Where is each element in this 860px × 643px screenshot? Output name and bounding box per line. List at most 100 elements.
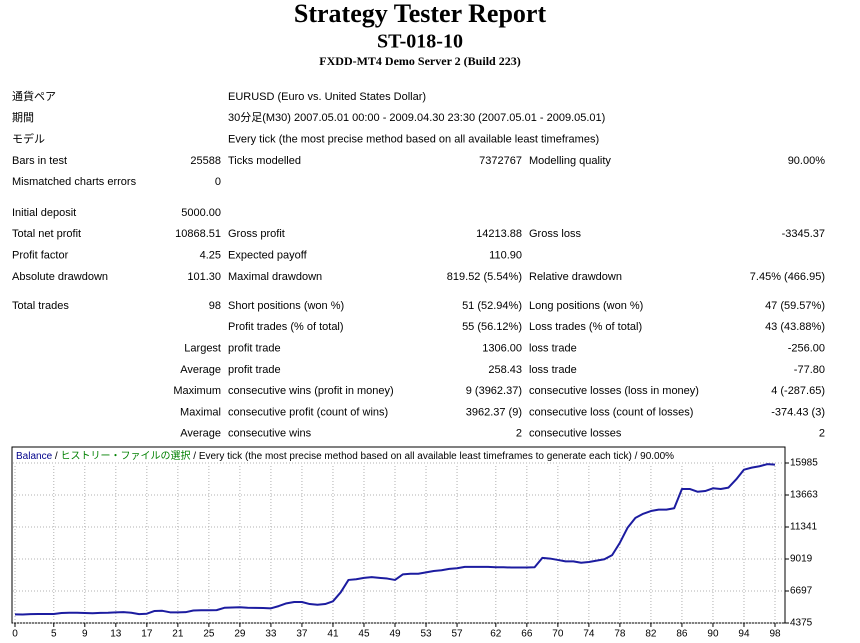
x-tick-label: 29 [234,629,246,640]
x-tick-label: 70 [552,629,564,640]
report-cell: 7372767 [479,155,522,167]
y-tick-label: 15985 [790,458,818,469]
report-cell: 101.30 [187,271,221,283]
report-cell: モデル [12,132,45,146]
x-tick-label: 49 [389,629,401,640]
x-tick-label: 5 [51,629,57,640]
report-cell: 9 (3962.37) [466,385,522,397]
report-cell: Initial deposit [12,207,76,219]
x-tick-label: 37 [296,629,308,640]
legend-part: / Every tick (the most precise method ba… [190,451,674,462]
report-cell: Gross loss [529,228,581,240]
y-tick-label: 9019 [790,554,813,565]
report-cell: Every tick (the most precise method base… [228,134,599,146]
report-cell: 0 [215,176,221,188]
report-cell: 期間 [12,111,34,124]
report-cell: 43 (43.88%) [765,321,825,333]
report-cell: consecutive profit (count of wins) [228,406,388,418]
report-cell: Total net profit [12,228,81,240]
report-cell: Total trades [12,300,69,312]
report-cell: 258.43 [488,364,522,376]
report-cell: Gross profit [228,228,285,240]
report-cell: Average [180,364,221,376]
report-cell: 通貨ペア [12,89,56,103]
report-cell: loss trade [529,343,577,355]
x-tick-label: 9 [82,629,88,640]
x-tick-label: 62 [490,629,502,640]
report-cell: 819.52 (5.54%) [447,271,522,283]
report-cell: -256.00 [788,343,825,355]
x-tick-label: 98 [769,629,781,640]
report-cell: 10868.51 [175,228,221,240]
report-cell: 98 [209,300,221,312]
report-cell: Largest [184,343,221,355]
x-tick-label: 90 [707,629,719,640]
legend-part: ヒストリー・ファイルの選択 [60,449,190,462]
report-cell: 14213.88 [476,228,522,240]
y-tick-label: 13663 [790,490,818,501]
report-cell: EURUSD (Euro vs. United States Dollar) [228,91,426,103]
report-cell: -374.43 (3) [771,406,825,418]
report-cell: -77.80 [794,364,825,376]
report-cell: 110.90 [489,250,522,262]
chart-legend: Balance / ヒストリー・ファイルの選択 / Every tick (th… [16,449,674,462]
report-cell: 1306.00 [482,343,522,355]
x-tick-label: 74 [583,629,595,640]
report-cell: Ticks modelled [228,155,301,167]
x-tick-label: 0 [12,629,18,640]
report-cell: Loss trades (% of total) [529,321,642,333]
report-cell: Maximal [180,406,221,418]
x-tick-label: 41 [327,629,339,640]
report-cell: Maximal drawdown [228,271,322,283]
report-cell: 5000.00 [181,207,221,219]
x-tick-label: 21 [172,629,184,640]
report-cell: 55 (56.12%) [462,321,522,333]
report-cell: Average [180,428,221,440]
report-cell: consecutive loss (count of losses) [529,406,693,418]
report-cell: Relative drawdown [529,271,622,283]
y-tick-label: 4375 [790,618,813,629]
x-tick-label: 78 [614,629,626,640]
report-cell: profit trade [228,343,281,355]
report-cell: 4.25 [200,250,221,262]
x-tick-label: 86 [676,629,688,640]
report-cell: 7.45% (466.95) [750,271,825,283]
x-tick-label: 57 [451,629,463,640]
report-cell: consecutive wins [228,428,312,440]
report-cell: Maximum [173,385,221,397]
x-tick-label: 82 [645,629,657,640]
report-cell: Profit factor [12,250,69,262]
report-cell: profit trade [228,364,281,376]
report-cell: 90.00% [788,155,826,167]
report-title: Strategy Tester Report [294,0,547,28]
report-cell: 47 (59.57%) [765,300,825,312]
y-tick-label: 11341 [790,522,818,533]
report-cell: 3962.37 (9) [466,406,522,418]
report-cell: 25588 [190,155,221,167]
report-cell: Profit trades (% of total) [228,321,344,333]
x-tick-label: 17 [141,629,153,640]
balance-line [14,463,776,616]
report-cell: Short positions (won %) [228,300,344,312]
x-tick-label: 13 [110,629,122,640]
report-cell: 30分足(M30) 2007.05.01 00:00 - 2009.04.30 … [228,111,605,124]
report-cell: Bars in test [12,155,67,167]
report-cell: Absolute drawdown [12,271,108,283]
y-tick-label: 6697 [790,586,813,597]
legend-part: / [52,451,60,462]
chart-frame [11,446,786,624]
x-tick-label: 33 [265,629,277,640]
report-cell: consecutive losses [529,428,622,440]
report-cell: 2 [516,428,522,440]
report-cell: loss trade [529,364,577,376]
report-cell: 2 [819,428,825,440]
report-subtitle: ST-018-10 [377,31,463,53]
report-cell: 51 (52.94%) [462,300,522,312]
x-tick-label: 25 [203,629,215,640]
report-cell: consecutive wins (profit in money) [228,385,394,397]
server-name: FXDD-MT4 Demo Server 2 (Build 223) [319,54,520,68]
x-tick-label: 94 [738,629,750,640]
report-cell: -3345.37 [782,228,825,240]
report-cell: consecutive losses (loss in money) [529,385,699,397]
